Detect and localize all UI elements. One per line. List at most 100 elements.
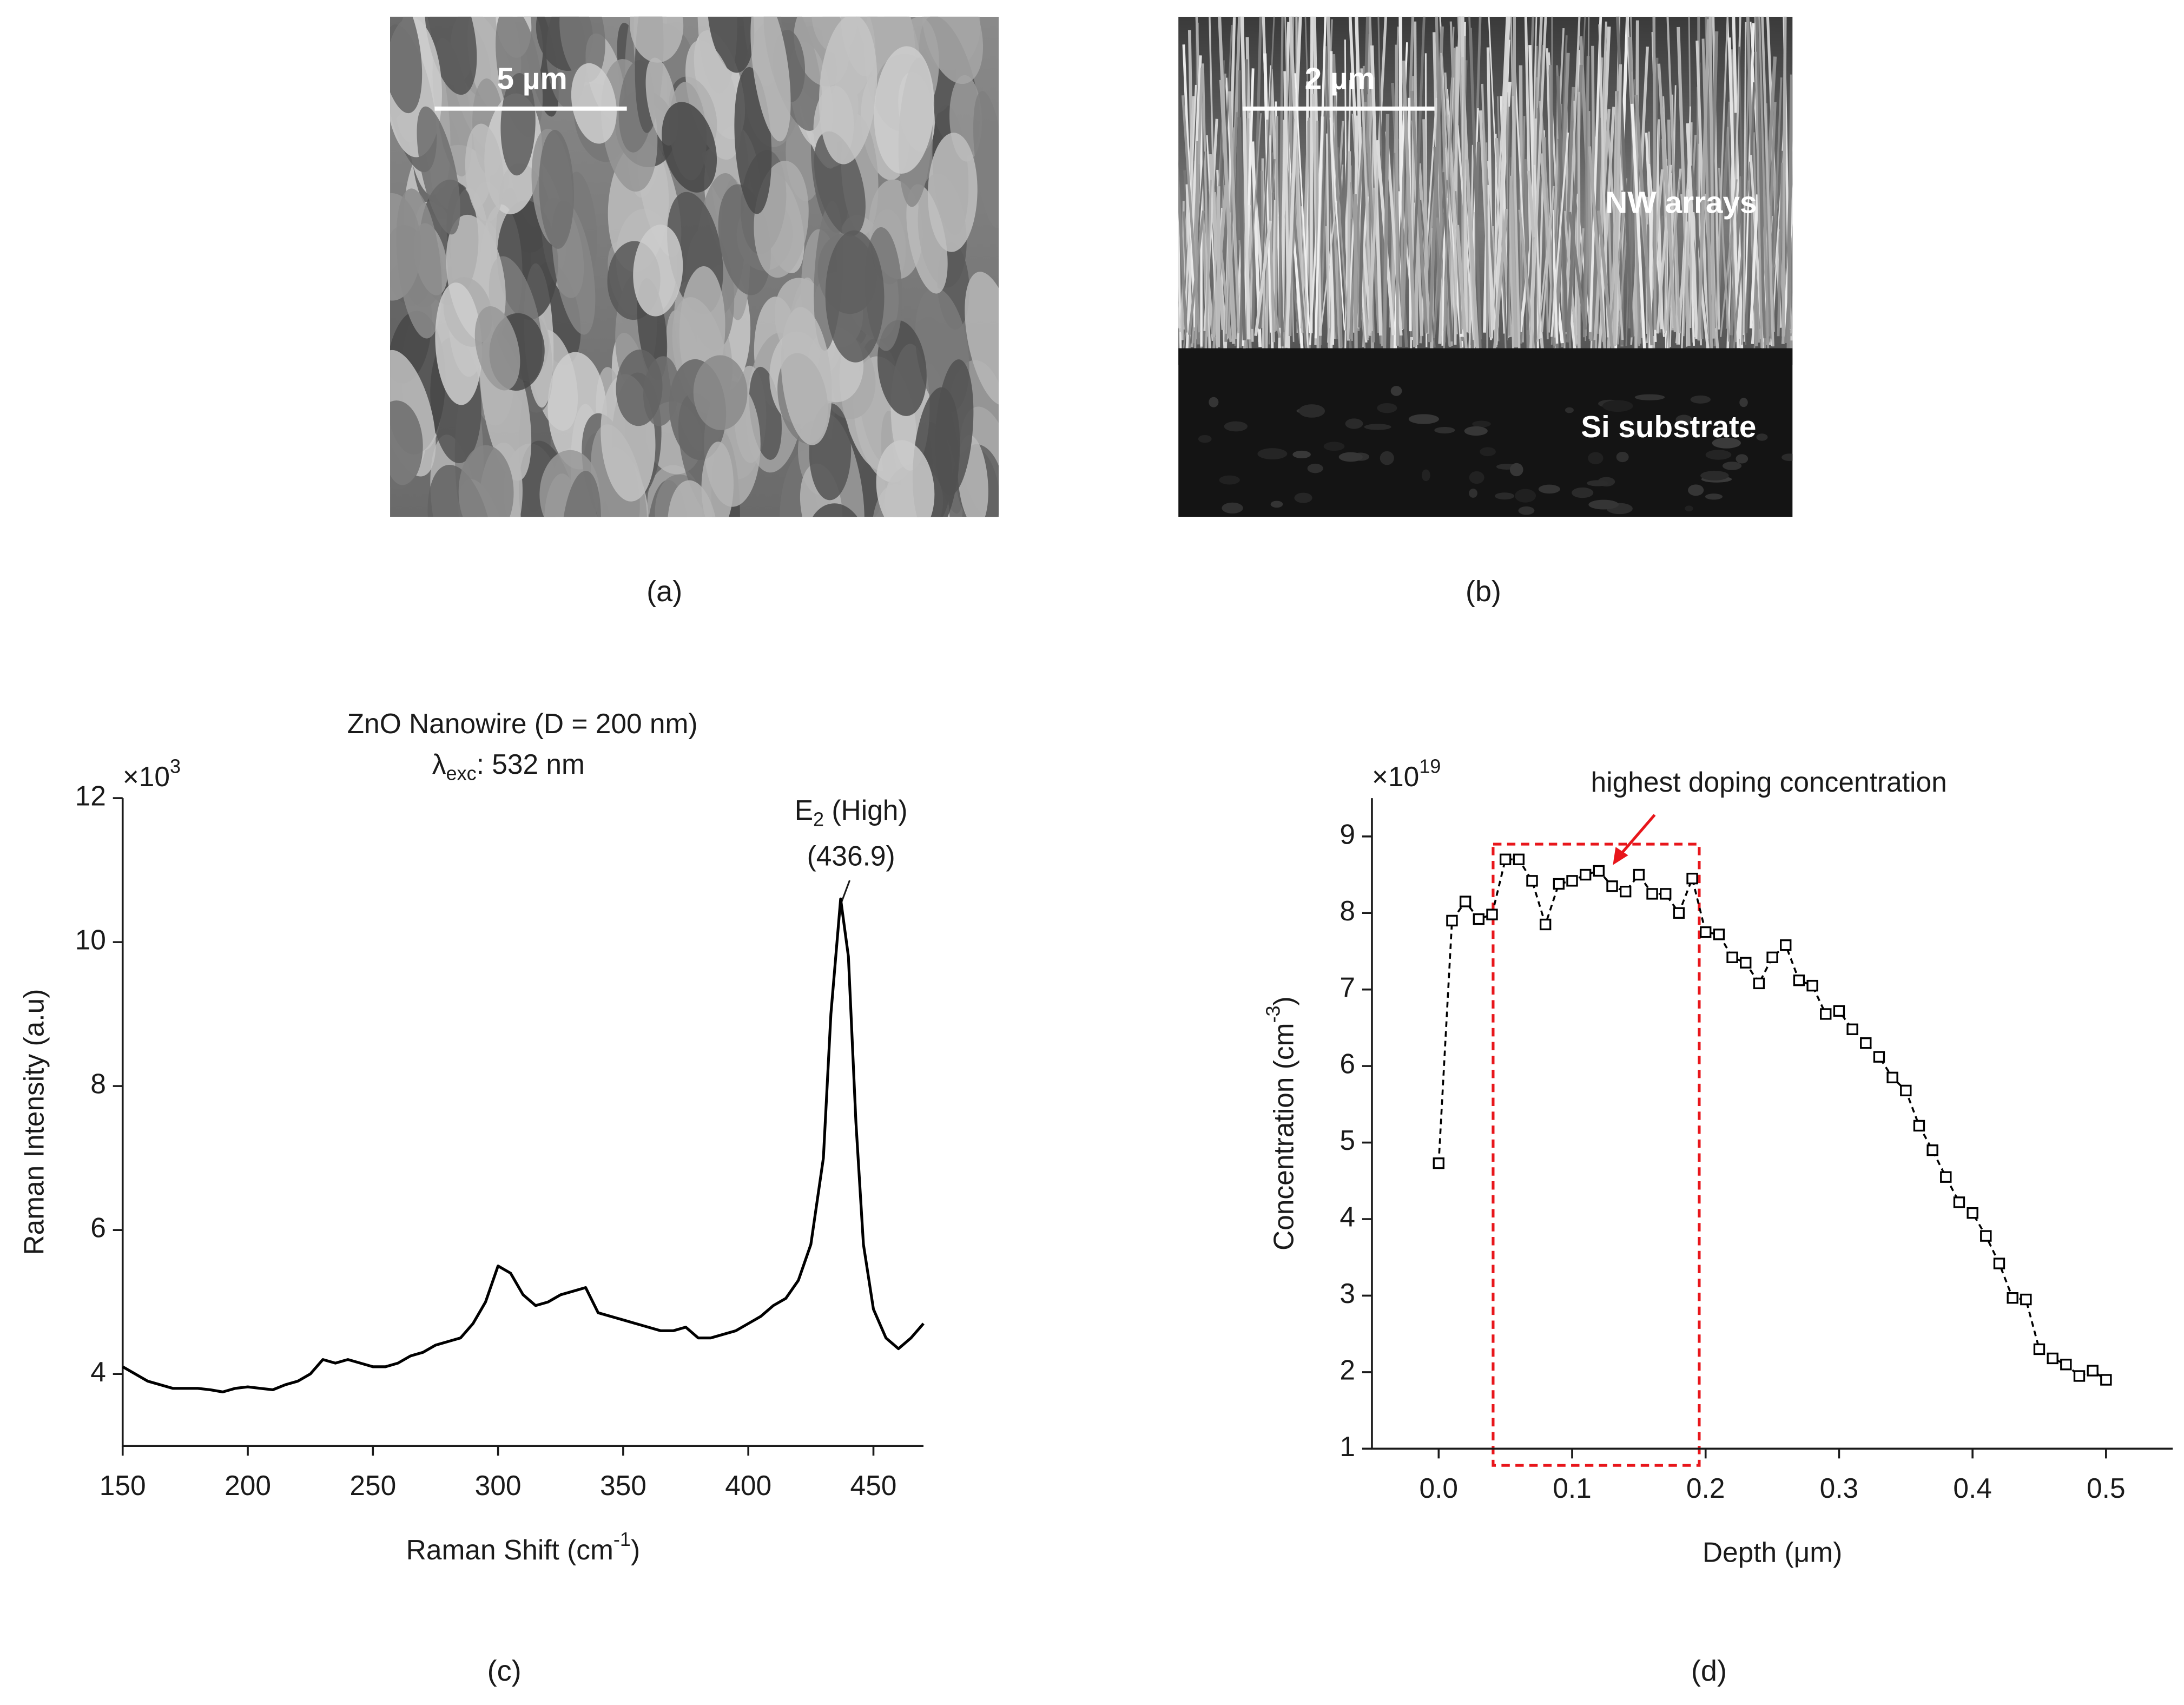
y-tick-label: 8 xyxy=(1340,895,1355,926)
texture-wire xyxy=(1790,165,1793,330)
texture-wire xyxy=(1178,160,1188,333)
data-point xyxy=(1873,1051,1885,1063)
texture-grain xyxy=(1219,475,1240,485)
texture-blob xyxy=(965,272,999,406)
texture-grain xyxy=(1494,492,1515,500)
text-part: (High) xyxy=(824,794,907,825)
data-point xyxy=(1953,1196,1965,1208)
x-tick-label: 0.4 xyxy=(1953,1472,1992,1504)
data-line xyxy=(1437,858,2107,1381)
texture-wire xyxy=(1727,37,1740,348)
data-point xyxy=(1526,875,1538,887)
data-point xyxy=(2033,1343,2046,1355)
texture-wire xyxy=(1486,47,1494,331)
x-axis-label: Depth (μm) xyxy=(1703,1537,1842,1568)
texture-wire xyxy=(1325,226,1330,351)
data-point xyxy=(1646,888,1658,900)
texture-wire xyxy=(1551,209,1559,344)
texture-wire xyxy=(1368,17,1388,335)
text-part: -1 xyxy=(613,1528,631,1550)
data-point xyxy=(1486,909,1498,920)
texture-blob xyxy=(707,16,755,73)
texture-grain xyxy=(1515,489,1536,503)
x-tick-label: 250 xyxy=(349,1470,396,1501)
texture-wire xyxy=(1465,159,1480,355)
sem-image-a xyxy=(390,16,999,517)
texture-wire xyxy=(1733,161,1751,348)
y-tick-label: 9 xyxy=(1340,818,1355,850)
arrow-head xyxy=(1613,847,1628,865)
y-tick-label: 7 xyxy=(1340,971,1355,1003)
data-point xyxy=(1620,885,1632,898)
texture-grain xyxy=(1380,451,1394,465)
texture-blob xyxy=(390,400,423,490)
text-part: ×10 xyxy=(1372,761,1419,792)
texture-grain xyxy=(1509,463,1523,477)
chart-title: ZnO Nanowire (D = 200 nm) xyxy=(347,708,698,739)
texture-blob xyxy=(701,442,734,517)
x-tick-label: 450 xyxy=(850,1470,897,1501)
texture-blob xyxy=(662,102,717,193)
region-label: Si substrate xyxy=(1581,410,1756,444)
data-point xyxy=(1900,1084,1912,1097)
texture-wire xyxy=(1324,46,1338,340)
texture-wire xyxy=(1615,16,1634,338)
texture-wire xyxy=(1443,27,1455,331)
data-point xyxy=(1820,1008,1832,1020)
texture-wire xyxy=(1469,28,1482,348)
y-tick-label: 6 xyxy=(90,1212,106,1243)
text-part: Raman Shift (cm xyxy=(406,1533,613,1565)
texture-grain xyxy=(1712,437,1741,449)
texture-wire xyxy=(1291,192,1308,350)
texture-grain xyxy=(1472,420,1491,427)
data-point xyxy=(1833,1005,1845,1017)
data-point xyxy=(1913,1120,1925,1132)
data-point xyxy=(2060,1359,2072,1371)
texture-wire xyxy=(1410,90,1428,333)
texture-grain xyxy=(1434,427,1455,434)
texture-grain xyxy=(1270,501,1283,508)
x-tick-label: 0.1 xyxy=(1553,1472,1592,1504)
x-tick-label: 150 xyxy=(100,1470,146,1501)
texture xyxy=(390,16,999,517)
texture-wire xyxy=(1745,82,1756,333)
x-tick-label: 0.2 xyxy=(1686,1472,1725,1504)
texture-blob xyxy=(396,188,442,339)
y-tick-label: 4 xyxy=(90,1356,106,1387)
data-point xyxy=(2020,1293,2032,1306)
texture xyxy=(1178,16,1793,356)
text-part: ) xyxy=(1268,996,1299,1005)
data-point xyxy=(1766,951,1778,963)
texture-blob xyxy=(781,307,832,445)
texture-wire xyxy=(1331,122,1350,330)
texture-wire xyxy=(1319,201,1337,335)
texture-wire xyxy=(1596,210,1614,352)
texture-wire xyxy=(1493,208,1508,354)
texture-blob xyxy=(474,306,520,391)
data-point xyxy=(1860,1037,1872,1049)
texture-blob xyxy=(819,16,877,164)
y-axis-label: Concentration (cm-3) xyxy=(1262,996,1299,1250)
texture-wire xyxy=(1777,162,1784,337)
texture-blob xyxy=(633,225,683,317)
data-point xyxy=(1553,878,1565,890)
texture-grain xyxy=(1675,414,1692,425)
texture-grain xyxy=(1616,451,1629,463)
texture-wire xyxy=(1686,123,1699,339)
data-point xyxy=(2087,1365,2099,1377)
texture-wire xyxy=(1178,174,1182,354)
data-point xyxy=(1846,1023,1858,1035)
texture-blob xyxy=(559,16,605,83)
texture-grain xyxy=(1621,429,1643,436)
data-point xyxy=(1633,868,1645,881)
texture-blob xyxy=(693,355,748,430)
data-point xyxy=(1753,977,1765,990)
data-point xyxy=(2007,1292,2018,1304)
texture-grain xyxy=(1345,418,1363,429)
texture-wire xyxy=(1509,175,1517,348)
texture-wire xyxy=(1347,151,1351,341)
texture-blob xyxy=(876,440,935,517)
y-tick-label: 5 xyxy=(1340,1124,1355,1156)
texture-wire xyxy=(1732,16,1744,356)
